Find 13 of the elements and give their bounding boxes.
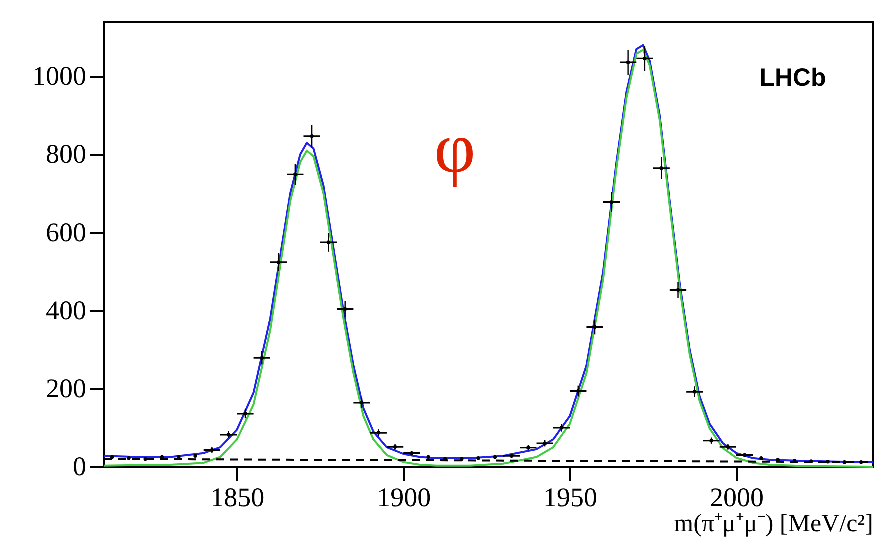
- y-tick-label: 400: [46, 295, 86, 326]
- y-tick-label: 200: [46, 373, 86, 404]
- x-axis-title: m(π⁺μ⁺μ⁻) [MeV/c²]: [674, 510, 874, 538]
- annotation: LHCb: [760, 64, 826, 92]
- annotation: φ: [434, 108, 476, 188]
- y-tick-label: 0: [73, 452, 86, 482]
- y-tick-label: 1000: [32, 61, 86, 92]
- x-tick-label: 1850: [210, 482, 265, 512]
- x-tick-label: 1900: [377, 482, 432, 512]
- x-tick-label: 2000: [710, 482, 764, 512]
- y-tick-label: 600: [46, 217, 86, 248]
- x-tick-label: 1950: [544, 482, 598, 512]
- y-tick-label: 800: [46, 139, 86, 170]
